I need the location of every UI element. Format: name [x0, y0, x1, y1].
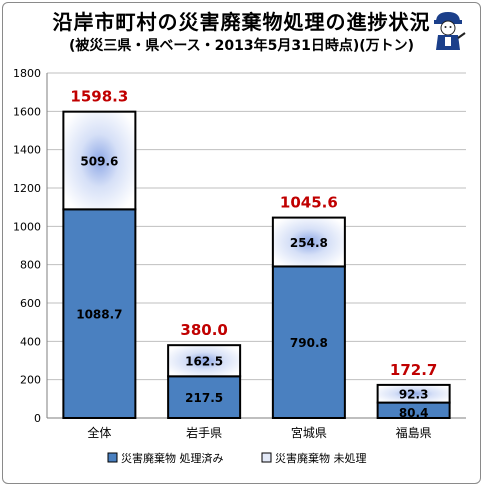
chart-subtitle: (被災三県・県ベース・2013年5月31日時点)(万トン): [68, 38, 415, 54]
bar-unprocessed: [62, 110, 137, 211]
y-tick-label: 1400: [13, 144, 41, 157]
y-tick-label: 1600: [13, 105, 41, 118]
y-tick-label: 600: [20, 297, 41, 310]
total-label: 172.7: [390, 361, 437, 379]
y-tick-label: 400: [20, 335, 41, 348]
x-tick-label: 全体: [87, 425, 111, 440]
legend-label: 災害廃棄物 未処理: [275, 451, 367, 465]
total-label: 1045.6: [280, 194, 338, 212]
data-label-unprocessed: 162.5: [185, 355, 223, 369]
data-label-processed: 217.5: [185, 391, 223, 405]
mascot-icon: [434, 12, 466, 50]
bar-unprocessed: [167, 344, 242, 378]
y-tick-label: 1800: [13, 67, 41, 80]
y-tick-label: 1000: [13, 220, 41, 233]
y-tick-label: 0: [34, 412, 41, 425]
data-label-processed: 790.8: [290, 336, 328, 350]
legend-swatch: [107, 452, 118, 463]
data-label-unprocessed: 254.8: [290, 236, 328, 250]
legend-label: 災害廃棄物 処理済み: [121, 451, 224, 465]
x-tick-label: 岩手県: [186, 425, 222, 440]
y-tick-label: 800: [20, 259, 41, 272]
x-tick-label: 福島県: [396, 425, 432, 440]
total-label: 380.0: [180, 321, 227, 339]
data-label-unprocessed: 92.3: [399, 388, 429, 402]
data-label-unprocessed: 509.6: [80, 154, 118, 168]
bar-unprocessed: [271, 216, 346, 268]
chart-title: 沿岸市町村の災害廃棄物処理の進捗状況: [52, 10, 431, 34]
x-tick-label: 宮城県: [291, 425, 327, 440]
y-tick-label: 1200: [13, 182, 41, 195]
bar-processed: [271, 265, 346, 419]
data-label-processed: 80.4: [399, 406, 429, 420]
bar-unprocessed: [376, 383, 451, 404]
y-tick-label: 200: [20, 374, 41, 387]
bar-processed: [62, 208, 137, 419]
total-label: 1598.3: [70, 88, 128, 106]
legend-swatch: [261, 452, 272, 463]
data-label-processed: 1088.7: [76, 308, 122, 322]
